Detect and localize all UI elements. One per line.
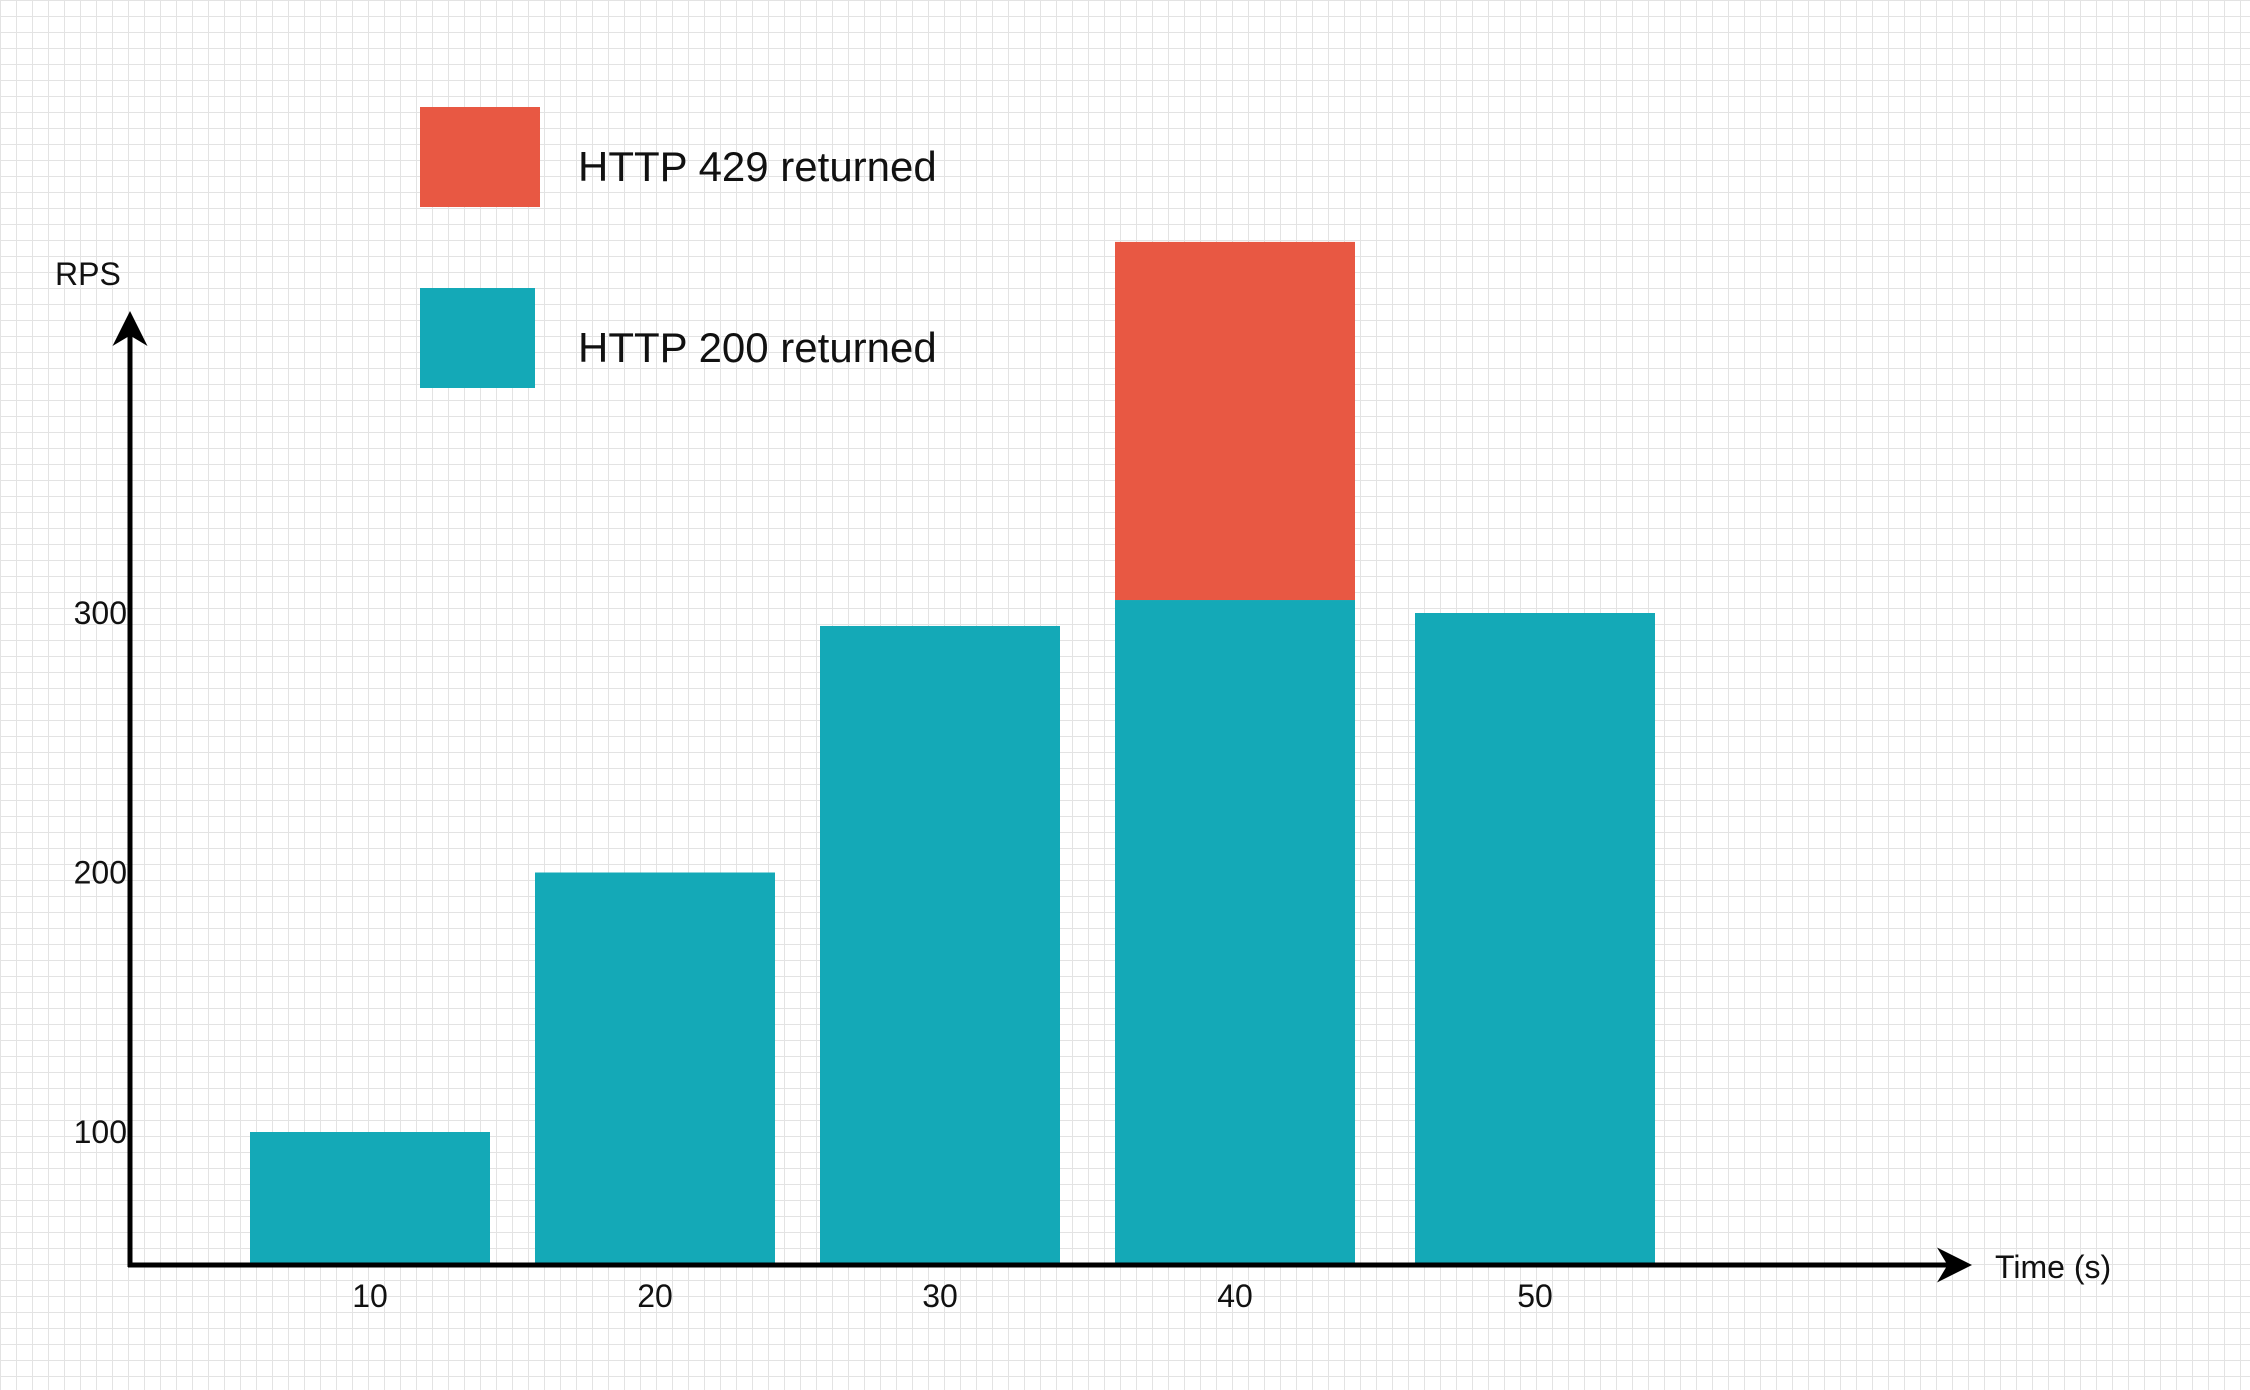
legend-swatch-http-429-returned (420, 107, 540, 207)
bar-40-http-429 (1115, 241, 1355, 601)
x-axis-label: Time (s) (1995, 1249, 2111, 1285)
y-tick-200: 200 (74, 855, 127, 891)
bar-50-http-200 (1415, 613, 1655, 1265)
x-tick-40: 40 (1217, 1278, 1253, 1314)
legend-label-http-429-returned: HTTP 429 returned (578, 143, 937, 190)
x-tick-10: 10 (352, 1278, 388, 1314)
x-tick-50: 50 (1517, 1278, 1553, 1314)
bar-30-http-200 (820, 625, 1060, 1265)
x-tick-20: 20 (637, 1278, 673, 1314)
x-tick-30: 30 (922, 1278, 958, 1314)
bar-40-http-200 (1115, 600, 1355, 1265)
y-tick-labels: 100 200 300 (74, 595, 127, 1150)
y-tick-100: 100 (74, 1114, 127, 1150)
x-tick-labels: 10 20 30 40 50 (352, 1278, 1553, 1314)
y-tick-300: 300 (74, 595, 127, 631)
bar-20-http-200 (535, 872, 775, 1265)
legend-swatch-http-200-returned (420, 288, 535, 388)
y-axis-label: RPS (55, 256, 121, 292)
legend: HTTP 429 returned HTTP 200 returned (420, 107, 937, 388)
bar-10-http-200 (250, 1132, 490, 1265)
legend-label-http-200-returned: HTTP 200 returned (578, 324, 937, 371)
bars (250, 241, 1655, 1265)
